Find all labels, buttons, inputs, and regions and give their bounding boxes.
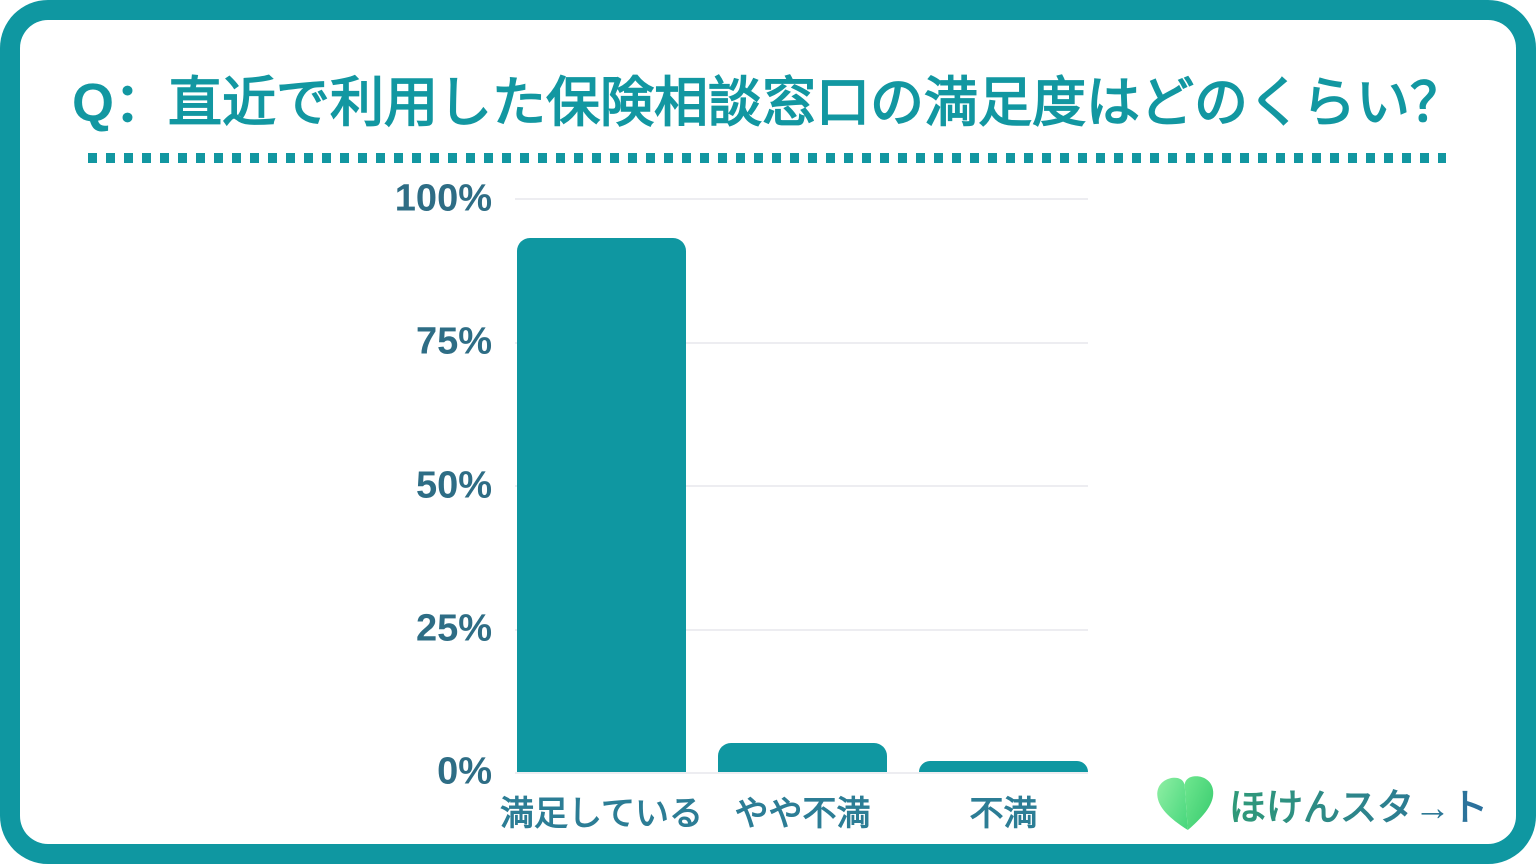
gridline-100 <box>515 198 1088 200</box>
brand-logo: ほけんスタ→ト <box>1155 776 1488 832</box>
gridline-75 <box>515 341 1088 344</box>
dotted-divider <box>88 153 1446 163</box>
bar-somewhat-dissatisfied <box>718 743 887 772</box>
bar-group-satisfied: 満足している <box>500 198 703 833</box>
bar-group-somewhat-dissatisfied: やや不満 <box>718 198 887 833</box>
bar-group-dissatisfied: 不満 <box>919 198 1088 833</box>
y-tick-0: 0% <box>437 750 492 793</box>
gridline-baseline <box>515 772 1088 774</box>
gridline-25 <box>515 628 1088 631</box>
brand-name: ほけんスタ→ト <box>1229 777 1488 831</box>
x-label-dissatisfied: 不満 <box>969 795 1038 833</box>
y-tick-100: 100% <box>394 177 492 220</box>
bar-dissatisfied <box>919 760 1088 772</box>
y-tick-75: 75% <box>415 320 492 363</box>
y-tick-50: 50% <box>415 464 492 507</box>
y-tick-25: 25% <box>415 607 492 650</box>
gridline-50 <box>515 485 1088 487</box>
question-title: Q：直近で利用した保険相談窓口の満足度はどのくらい？ <box>71 73 1464 133</box>
x-label-somewhat-dissatisfied: やや不満 <box>734 795 871 833</box>
heart-icon <box>1157 776 1214 831</box>
bar-satisfied <box>517 238 686 772</box>
x-label-satisfied: 満足している <box>500 795 703 833</box>
plot-area: 満足している やや不満 不満 <box>500 198 1088 833</box>
